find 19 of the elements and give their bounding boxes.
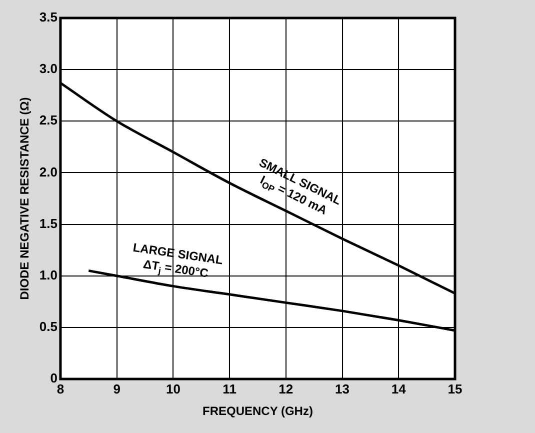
x-tick-label: 14 xyxy=(391,381,407,396)
x-tick-label: 12 xyxy=(278,381,294,396)
y-tick-label: 0.5 xyxy=(39,319,58,334)
x-tick-label: 9 xyxy=(113,381,120,396)
y-tick-label: 2.0 xyxy=(39,164,58,180)
x-tick-label: 15 xyxy=(448,381,462,396)
y-tick-label: 3.5 xyxy=(39,10,58,25)
x-tick-label: 8 xyxy=(56,381,64,396)
x-tick-label: 13 xyxy=(335,381,350,396)
y-tick-label: 1.0 xyxy=(39,267,58,282)
y-tick-label: 3.0 xyxy=(39,61,58,76)
x-axis-title: FREQUENCY (GHz) xyxy=(202,404,313,418)
y-tick-label: 0 xyxy=(50,370,58,386)
x-tick-label: 10 xyxy=(166,381,180,396)
y-axis-title: DIODE NEGATIVE RESISTANCE (Ω) xyxy=(18,97,32,300)
y-tick-label: 2.5 xyxy=(39,112,58,128)
y-tick-label: 1.5 xyxy=(39,216,58,231)
annotation: LARGE SIGNAL ΔTj = 200°C xyxy=(132,240,224,280)
x-tick-label: 11 xyxy=(222,381,236,396)
